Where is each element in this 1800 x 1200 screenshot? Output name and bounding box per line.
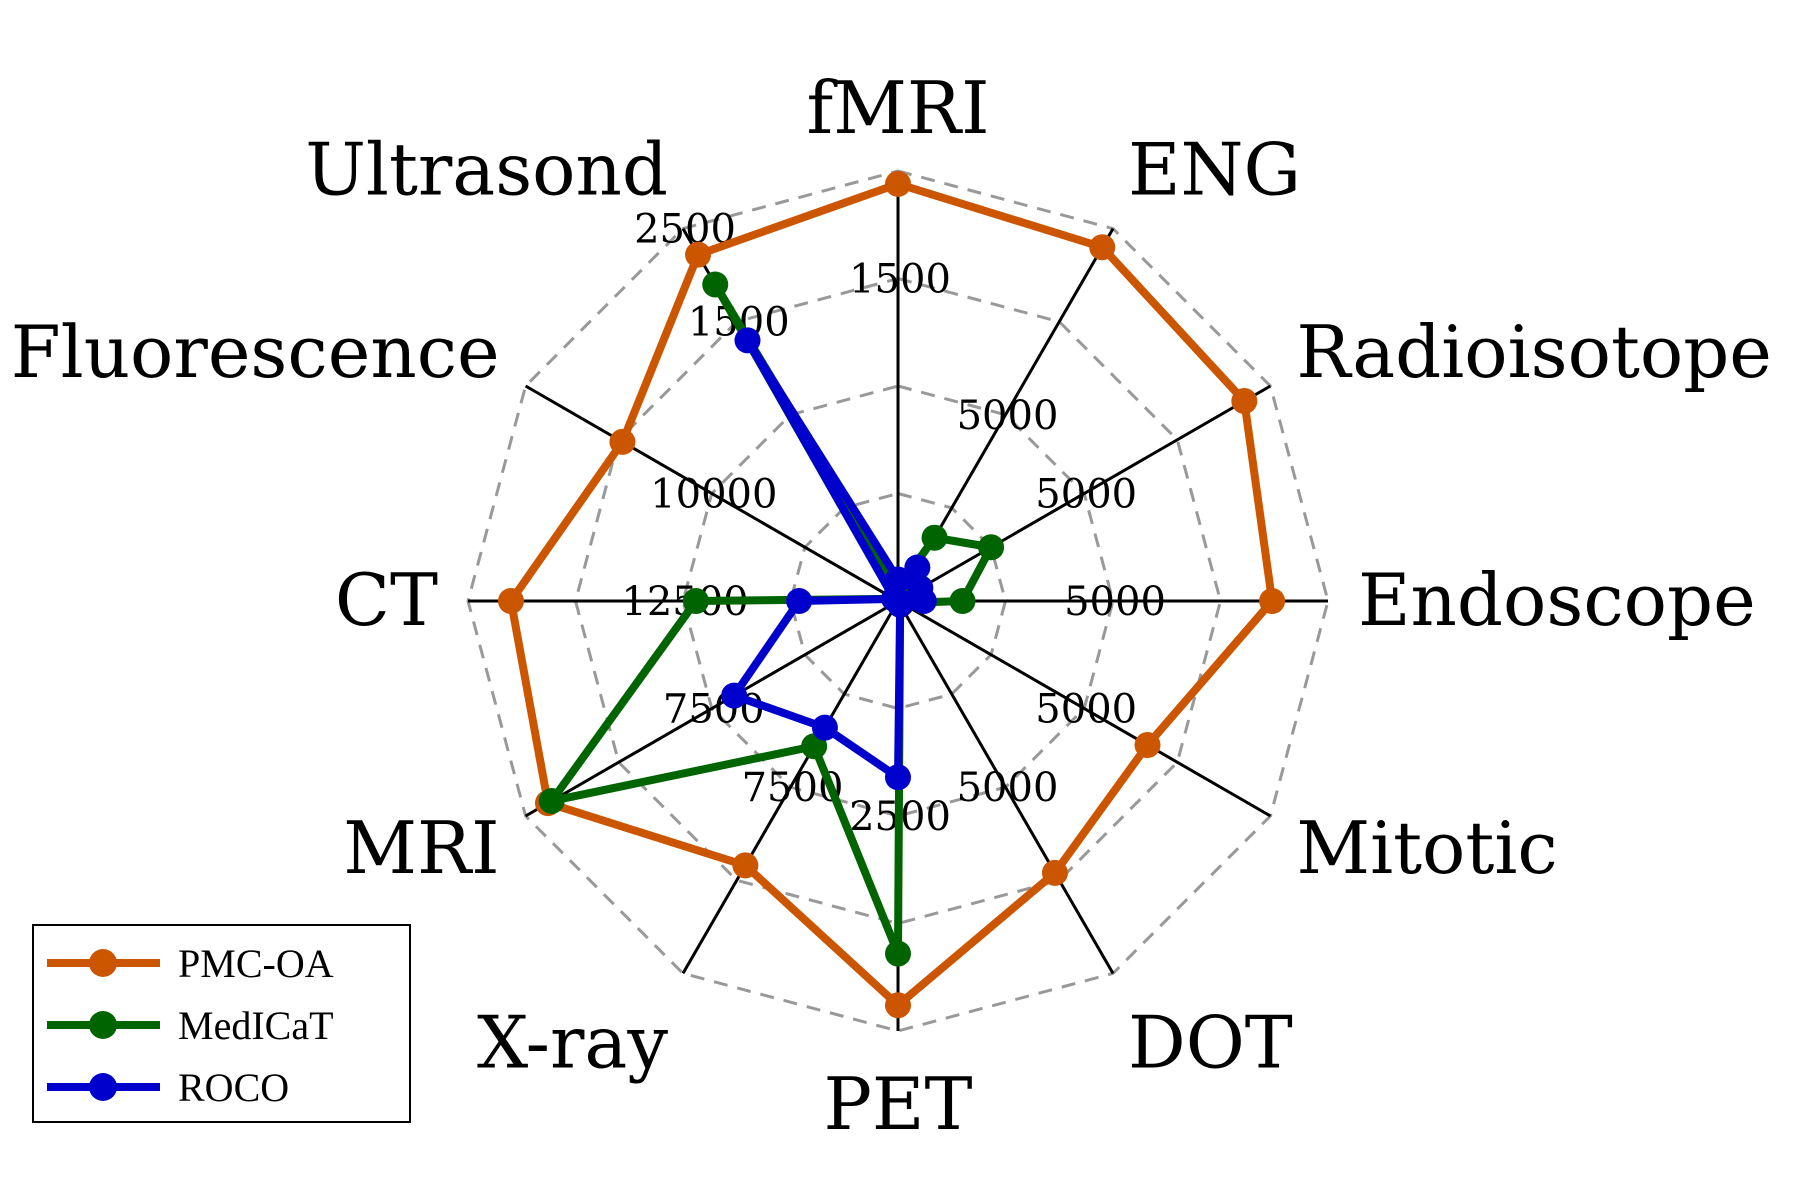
series-roco bbox=[721, 327, 937, 791]
axis-spoke-radioisotope bbox=[897, 384, 1272, 603]
data-point-pet bbox=[885, 992, 911, 1019]
category-label-mitotic: Mitotic bbox=[1296, 806, 1557, 890]
data-point-dot bbox=[1041, 859, 1068, 886]
data-point-mitotic bbox=[1134, 732, 1161, 759]
data-point-fluorescence bbox=[881, 585, 908, 612]
data-point-endoscope bbox=[910, 588, 937, 614]
category-label-fluorescence: Fluorescence bbox=[11, 310, 500, 394]
data-point-mri bbox=[721, 682, 748, 709]
data-point-endoscope bbox=[1259, 588, 1286, 614]
data-point-ultrasond bbox=[685, 241, 712, 268]
data-point-pet bbox=[885, 940, 911, 967]
legend-marker bbox=[89, 949, 117, 977]
data-point-mri bbox=[538, 787, 565, 814]
tick-label-fluorescence: 10000 bbox=[650, 472, 777, 518]
category-label-fmri: fMRI bbox=[806, 66, 989, 150]
data-point-ultrasond bbox=[734, 327, 761, 354]
legend-label: ROCO bbox=[178, 1065, 289, 1110]
category-label-radioisotope: Radioisotope bbox=[1296, 310, 1772, 394]
series bbox=[498, 170, 1286, 1019]
legend-item-medicat: MedICaT bbox=[47, 1003, 334, 1048]
axis-spoke-mitotic bbox=[897, 599, 1272, 818]
data-point-fmri bbox=[885, 566, 911, 593]
axis-spoke-x-ray bbox=[681, 600, 900, 975]
legend: PMC-OA MedICaT ROCO bbox=[32, 924, 411, 1123]
data-point-eng bbox=[1089, 234, 1116, 261]
category-labels: fMRI ENG Radioisotope Endoscope Mitotic DOT PE… bbox=[11, 66, 1772, 1146]
legend-marker bbox=[89, 1073, 117, 1101]
data-point-x-ray bbox=[811, 714, 838, 741]
data-point-pet bbox=[885, 764, 911, 791]
legend-label: PMC-OA bbox=[178, 941, 334, 986]
data-point-eng bbox=[904, 554, 931, 581]
axis-spoke-mri bbox=[524, 599, 899, 818]
category-label-x-ray: X-ray bbox=[477, 1000, 668, 1084]
category-label-endoscope: Endoscope bbox=[1358, 558, 1756, 642]
data-point-ct bbox=[682, 588, 709, 614]
axis-spoke-dot bbox=[896, 600, 1115, 975]
category-label-ct: CT bbox=[335, 558, 438, 642]
tick-label-mri: 7500 bbox=[663, 687, 765, 733]
data-point-radioisotope bbox=[1231, 388, 1258, 415]
data-point-ct bbox=[786, 588, 813, 614]
tick-label-mitotic: 5000 bbox=[1035, 687, 1137, 733]
tick-labels: 1500500050005000500050002500750075001250… bbox=[621, 207, 1166, 840]
axis-spoke-fluorescence bbox=[524, 384, 899, 603]
tick-label-endoscope: 5000 bbox=[1064, 579, 1166, 625]
legend-item-roco: ROCO bbox=[47, 1065, 289, 1110]
category-label-mri: MRI bbox=[343, 806, 499, 890]
category-label-dot: DOT bbox=[1128, 1000, 1293, 1084]
category-label-eng: ENG bbox=[1128, 128, 1301, 212]
data-point-endoscope bbox=[949, 588, 976, 614]
data-point-eng bbox=[921, 524, 948, 551]
tick-label-fmri: 1500 bbox=[849, 257, 951, 303]
data-point-x-ray bbox=[732, 852, 759, 879]
category-label-pet: PET bbox=[823, 1062, 972, 1146]
data-point-fluorescence bbox=[609, 428, 636, 455]
data-point-ct bbox=[498, 588, 524, 614]
data-point-radioisotope bbox=[978, 534, 1005, 561]
category-label-ultrasond: Ultrasond bbox=[305, 128, 668, 212]
tick-label-eng: 5000 bbox=[957, 393, 1059, 439]
legend-marker bbox=[89, 1011, 117, 1039]
tick-label-dot: 5000 bbox=[957, 765, 1059, 811]
data-point-ultrasond bbox=[702, 271, 729, 298]
series-pmc-oa bbox=[498, 170, 1286, 1019]
tick-label-radioisotope: 5000 bbox=[1035, 472, 1137, 518]
legend-item-pmc-oa: PMC-OA bbox=[47, 941, 334, 986]
legend-label: MedICaT bbox=[178, 1003, 334, 1048]
data-point-fmri bbox=[885, 170, 911, 197]
